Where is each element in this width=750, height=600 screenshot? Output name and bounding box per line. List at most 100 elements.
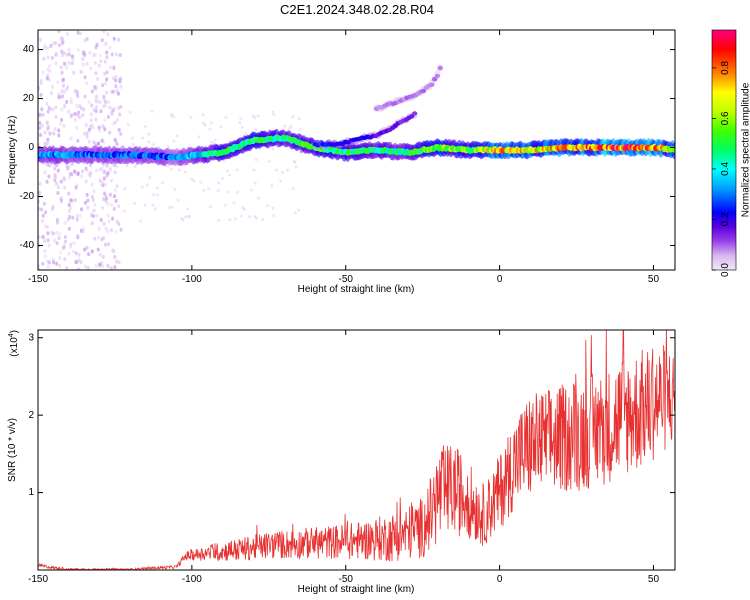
heat-speckle: [101, 83, 105, 88]
heatmap-panel: -150 -100 -50 0 50 -40 -20 0 20 40 Height of str…: [7, 29, 750, 295]
heat-ridge-core: [432, 77, 438, 82]
heat-speckle: [46, 238, 50, 243]
heat-speckle: [254, 128, 258, 132]
heat-speckle: [111, 76, 115, 81]
heat-speckle: [161, 181, 165, 185]
heat-speckle: [116, 91, 120, 96]
heat-speckle: [107, 219, 111, 224]
heat-speckle: [39, 92, 43, 97]
heat-speckle: [65, 266, 69, 270]
heat-speckle: [83, 75, 87, 80]
heat-speckle: [53, 238, 57, 243]
heat-speckle: [122, 209, 126, 213]
heat-speckle: [255, 216, 259, 220]
y-tick-label: 1: [28, 487, 34, 498]
heat-speckle: [97, 63, 101, 68]
heat-speckle: [72, 241, 76, 246]
heat-speckle: [85, 131, 89, 136]
heat-speckle: [186, 207, 190, 211]
heat-speckle: [109, 228, 113, 233]
heat-speckle: [45, 101, 49, 106]
heat-speckle: [113, 163, 117, 168]
heat-speckle: [190, 177, 194, 181]
x-tick-label: -50: [339, 274, 354, 285]
heat-speckle: [117, 37, 121, 42]
heat-speckle: [117, 106, 121, 111]
heat-speckle: [145, 183, 149, 187]
heat-speckle: [94, 85, 98, 90]
heat-speckle: [38, 120, 42, 125]
heat-speckle: [90, 194, 94, 199]
heat-speckle: [82, 131, 86, 136]
heat-speckle: [104, 182, 108, 187]
heat-speckle: [53, 166, 57, 171]
heat-speckle: [110, 52, 114, 57]
heat-speckle: [156, 193, 160, 197]
heat-speckle: [97, 141, 101, 146]
heat-speckle: [63, 62, 67, 67]
heat-speckle: [212, 141, 216, 145]
x-tick-label: 0: [497, 574, 503, 585]
heat-speckle: [67, 226, 71, 231]
heat-speckle: [279, 179, 283, 183]
heat-speckle: [67, 251, 71, 256]
heat-speckle: [76, 267, 80, 270]
heat-speckle: [69, 100, 73, 105]
heat-speckle: [192, 179, 196, 183]
heat-speckle: [46, 67, 50, 72]
heat-speckle: [56, 191, 60, 196]
heat-speckle: [112, 106, 116, 111]
heat-speckle: [133, 165, 137, 169]
heat-speckle: [110, 111, 114, 116]
heat-speckle: [84, 122, 88, 127]
heat-speckle: [117, 127, 121, 132]
heat-speckle: [43, 130, 47, 135]
heat-speckle: [59, 121, 63, 126]
heat-speckle: [55, 220, 59, 225]
heat-speckle: [82, 107, 86, 112]
heat-speckle: [232, 201, 236, 205]
heat-speckle: [81, 113, 85, 118]
heat-speckle: [38, 112, 42, 117]
heat-speckle: [147, 140, 151, 144]
heat-speckle: [95, 105, 99, 110]
heat-speckle: [239, 116, 243, 120]
heat-speckle: [81, 62, 85, 67]
heat-speckle: [98, 53, 102, 58]
heat-speckle: [56, 80, 60, 85]
heat-speckle: [100, 205, 104, 210]
heat-ridge-core: [420, 88, 427, 94]
heat-speckle: [45, 120, 49, 125]
heat-speckle: [250, 188, 254, 192]
heat-speckle: [202, 188, 206, 192]
heat-speckle: [42, 46, 46, 51]
heat-speckle: [97, 226, 101, 231]
heat-speckle: [125, 164, 129, 168]
x-tick-label: 50: [648, 574, 660, 585]
heat-speckle: [105, 55, 109, 60]
heat-speckle: [153, 207, 157, 211]
heat-speckle: [170, 205, 174, 209]
heat-speckle: [49, 91, 53, 96]
heat-speckle: [92, 108, 96, 113]
heat-speckle: [45, 179, 49, 184]
heat-speckle: [105, 163, 109, 168]
heat-speckle: [271, 206, 275, 210]
heat-speckle: [105, 70, 109, 75]
heat-speckle: [57, 43, 61, 48]
heat-speckle: [151, 143, 155, 147]
heat-speckle: [253, 116, 257, 120]
heat-speckle: [184, 215, 188, 219]
heat-speckle: [57, 95, 61, 100]
heat-speckle: [74, 251, 78, 256]
heat-speckle: [108, 130, 112, 135]
heat-speckle: [109, 266, 113, 270]
heat-speckle: [70, 162, 74, 167]
heat-speckle: [123, 187, 127, 191]
heat-speckle: [108, 167, 112, 172]
heat-speckle: [92, 214, 96, 219]
heat-speckle: [55, 261, 59, 266]
heat-speckle: [75, 112, 79, 117]
heat-speckle: [177, 168, 181, 172]
heat-speckle: [128, 110, 132, 114]
